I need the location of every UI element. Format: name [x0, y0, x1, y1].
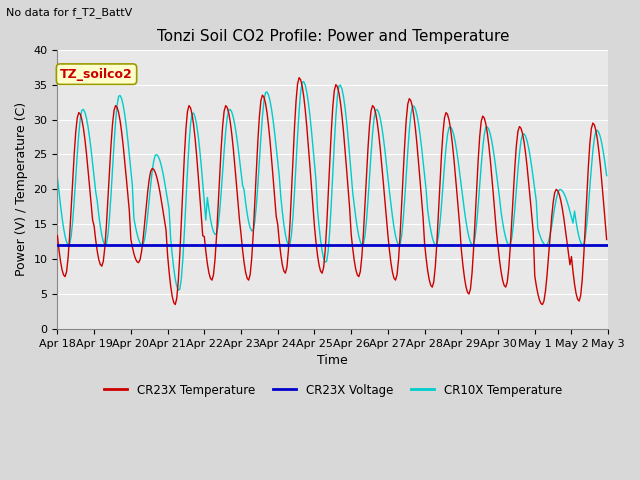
X-axis label: Time: Time	[317, 354, 348, 367]
Legend: CR23X Temperature, CR23X Voltage, CR10X Temperature: CR23X Temperature, CR23X Voltage, CR10X …	[99, 379, 567, 401]
Text: No data for f_T2_BattV: No data for f_T2_BattV	[6, 7, 132, 18]
Title: Tonzi Soil CO2 Profile: Power and Temperature: Tonzi Soil CO2 Profile: Power and Temper…	[157, 29, 509, 44]
Text: TZ_soilco2: TZ_soilco2	[60, 68, 133, 81]
Y-axis label: Power (V) / Temperature (C): Power (V) / Temperature (C)	[15, 102, 28, 276]
